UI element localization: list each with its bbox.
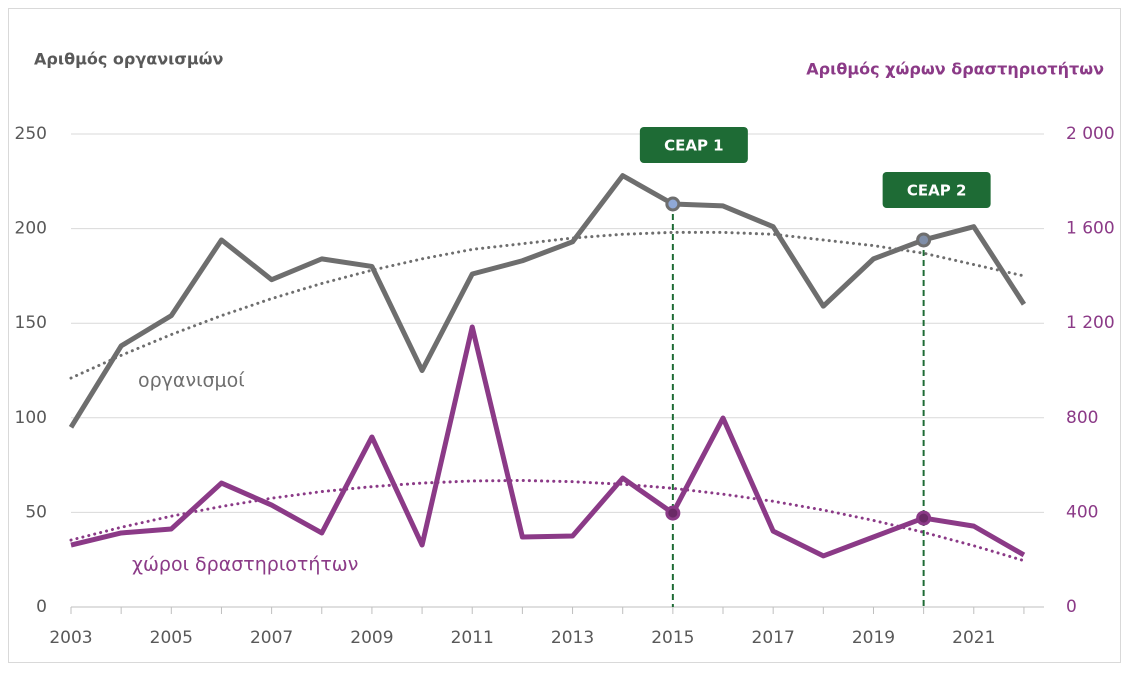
highlight-marker (916, 232, 932, 248)
x-tick-label: 2019 (852, 628, 895, 648)
x-tick-label: 2021 (952, 628, 995, 648)
y2-tick-label: 0 (1066, 597, 1077, 617)
series-label: οργανισμοί (138, 370, 245, 392)
y2-tick-label: 1 600 (1066, 219, 1115, 239)
y2-axis-title: Αριθμός χώρων δραστηριοτήτων (806, 60, 1104, 79)
annotation-label: CEAP 1 (664, 137, 724, 155)
annotation-box (639, 127, 748, 163)
y2-tick-label: 1 200 (1066, 313, 1115, 333)
trend-line (69, 478, 1026, 563)
trend-line (69, 230, 1026, 380)
series-line (68, 173, 1027, 429)
y2-tick-label: 2 000 (1066, 124, 1115, 144)
y2-tick-label: 400 (1066, 502, 1098, 522)
y-tick-label: 250 (15, 124, 47, 144)
y-tick-label: 200 (15, 219, 47, 239)
y-tick-label: 0 (36, 597, 47, 617)
x-tick-label: 2017 (752, 628, 795, 648)
y-tick-label: 50 (25, 502, 47, 522)
x-tick-label: 2011 (451, 628, 494, 648)
x-tick-label: 2003 (49, 628, 92, 648)
x-tick-label: 2009 (350, 628, 393, 648)
highlight-marker (665, 196, 681, 212)
series-label: χώροι δραστηριοτήτων (132, 554, 358, 576)
y-tick-label: 100 (15, 408, 47, 428)
highlight-marker (916, 510, 932, 526)
annotation-box (882, 172, 991, 208)
y-tick-label: 150 (15, 313, 47, 333)
x-tick-label: 2015 (651, 628, 694, 648)
annotation-label: CEAP 2 (907, 182, 967, 200)
chart-frame (8, 8, 1121, 663)
y-axis-title: Αριθμός οργανισμών (34, 50, 223, 69)
x-tick-label: 2013 (551, 628, 594, 648)
series-line (70, 324, 1026, 559)
y2-tick-label: 800 (1066, 408, 1098, 428)
x-tick-label: 2007 (250, 628, 293, 648)
highlight-marker (665, 505, 681, 521)
x-tick-label: 2005 (150, 628, 193, 648)
